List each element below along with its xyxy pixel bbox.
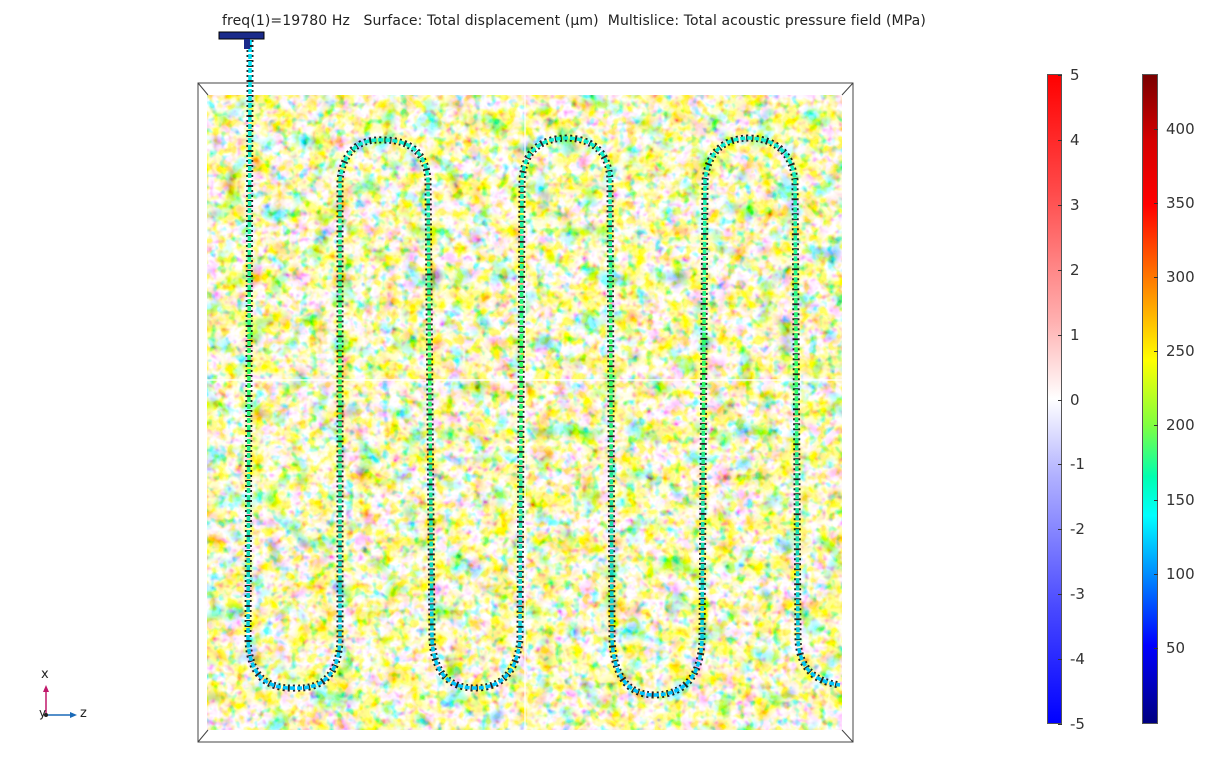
displacement-colorbar-tick-label: 1 (1070, 325, 1080, 344)
displacement-colorbar-tick-label: -2 (1070, 520, 1085, 539)
displacement-colorbar-tick-label: 3 (1070, 195, 1080, 214)
pressure-colorbar-tick-mark (1154, 351, 1158, 353)
pressure-colorbar-tick-mark (1154, 647, 1158, 649)
pressure-colorbar-tick-label: 250 (1166, 342, 1195, 361)
axis-y-label: y (39, 706, 47, 720)
pressure-colorbar-tick-label: 350 (1166, 194, 1195, 213)
acoustic-pressure-coil (244, 40, 841, 699)
pressure-colorbar (1142, 74, 1158, 724)
pressure-colorbar-tick-mark (1154, 129, 1158, 130)
displacement-colorbar-tick-mark (1058, 464, 1062, 466)
displacement-colorbar-tick-label: 2 (1070, 260, 1080, 279)
displacement-colorbar-tick-label: -5 (1070, 715, 1085, 733)
displacement-colorbar-tick-label: 0 (1070, 390, 1080, 409)
displacement-colorbar-tick-label: -3 (1070, 585, 1085, 604)
displacement-colorbar-tick-mark (1058, 724, 1062, 725)
displacement-colorbar-tick-mark (1058, 139, 1062, 141)
pressure-colorbar-tick-label: 150 (1166, 490, 1195, 509)
displacement-colorbar-tick-mark (1058, 529, 1062, 531)
plot-title: freq(1)=19780 Hz Surface: Total displace… (222, 13, 926, 29)
domain-bounding-box (197, 82, 854, 743)
displacement-colorbar-tick-label: 5 (1070, 66, 1080, 84)
pressure-colorbar-tick-mark (1154, 425, 1158, 427)
displacement-colorbar-tick-label: -4 (1070, 650, 1085, 669)
coil-inlet (218, 31, 265, 49)
displacement-colorbar-tick-mark (1058, 269, 1062, 271)
displacement-colorbar-tick-mark (1058, 334, 1062, 336)
pressure-colorbar-tick-label: 200 (1166, 416, 1195, 435)
axes-triad (43, 685, 77, 718)
pressure-colorbar-tick-mark (1154, 277, 1158, 279)
displacement-colorbar-tick-mark (1058, 399, 1062, 401)
displacement-colorbar (1047, 74, 1062, 724)
displacement-colorbar-tick-label: 4 (1070, 130, 1080, 149)
axis-z-label: z (80, 706, 87, 721)
pressure-colorbar-tick-label: 300 (1166, 268, 1195, 287)
displacement-colorbar-tick-mark (1058, 204, 1062, 206)
displacement-colorbar-tick-mark (1058, 75, 1062, 76)
displacement-colorbar-tick-mark (1058, 659, 1062, 661)
pressure-colorbar-tick-mark (1154, 499, 1158, 501)
pressure-colorbar-tick-label: 50 (1166, 638, 1186, 657)
pressure-colorbar-tick-label: 400 (1166, 120, 1195, 138)
displacement-colorbar-tick-mark (1058, 594, 1062, 596)
axis-x-label: x (41, 667, 49, 682)
pressure-colorbar-tick-mark (1154, 573, 1158, 575)
pressure-colorbar-tick-mark (1154, 203, 1158, 205)
displacement-colorbar-tick-label: -1 (1070, 455, 1085, 474)
pressure-colorbar-tick-label: 100 (1166, 564, 1195, 583)
